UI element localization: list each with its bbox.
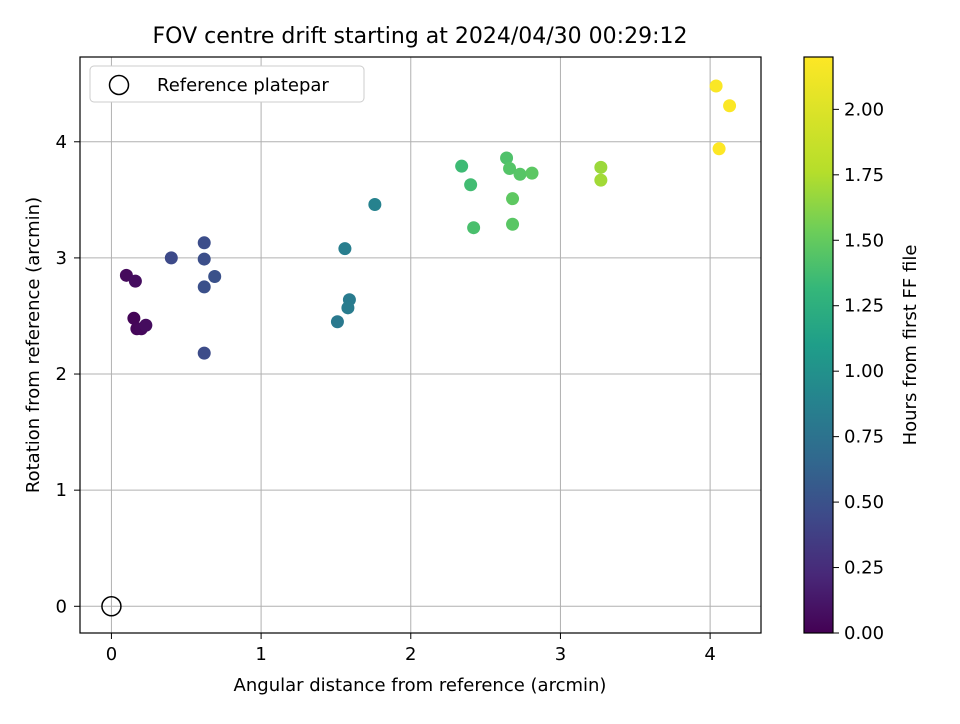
data-point [208, 269, 222, 283]
data-point [197, 280, 211, 294]
data-point [467, 221, 481, 235]
data-point [594, 173, 608, 187]
y-tick-label: 4 [56, 132, 67, 153]
colorbar-tick-label: 0.75 [844, 427, 884, 448]
colorbar-label: Hours from first FF file [900, 245, 921, 446]
y-tick-label: 2 [56, 364, 67, 385]
x-tick-label: 2 [405, 644, 416, 665]
data-point [464, 178, 478, 192]
data-point [723, 99, 737, 113]
y-axis-label: Rotation from reference (arcmin) [23, 197, 44, 493]
data-point [525, 166, 539, 180]
x-tick-label: 0 [106, 644, 117, 665]
colorbar-tick-label: 1.50 [844, 230, 884, 251]
legend: Reference platepar [89, 65, 365, 103]
grid-lines [80, 57, 761, 633]
colorbar-ticks: 0.00 0.25 0.50 0.75 1.00 1.25 1.50 1.75 2.00 [833, 99, 884, 644]
data-point [341, 301, 355, 315]
legend-label: Reference platepar [157, 75, 329, 96]
data-point [164, 251, 178, 265]
data-point [506, 192, 520, 206]
data-point [503, 161, 517, 175]
reference-marker [101, 596, 122, 617]
legend-box [89, 65, 365, 103]
data-point [506, 217, 520, 231]
data-point [338, 242, 352, 256]
data-point [712, 142, 726, 156]
x-axis-label: Angular distance from reference (arcmin) [234, 675, 607, 696]
colorbar: 0.00 0.25 0.50 0.75 1.00 1.25 1.50 1.75 2.00 Hou… [803, 56, 921, 644]
points-layer [119, 79, 737, 360]
legend-marker [108, 74, 130, 96]
x-tick-label: 3 [555, 644, 566, 665]
chart-title: FOV centre drift starting at 2024/04/30 … [153, 24, 688, 49]
colorbar-tick-label: 1.75 [844, 165, 884, 186]
data-point [197, 236, 211, 250]
data-point [139, 318, 153, 332]
data-point [455, 159, 469, 173]
x-tick-label: 4 [704, 644, 715, 665]
data-point [709, 79, 723, 93]
x-tick-label: 1 [255, 644, 266, 665]
colorbar-tick-label: 0.25 [844, 558, 884, 579]
data-point [197, 346, 211, 360]
data-point [330, 315, 344, 329]
x-ticks: 0 1 2 3 4 [106, 633, 716, 665]
colorbar-gradient [804, 57, 833, 633]
colorbar-frame [803, 56, 834, 634]
data-point [368, 197, 382, 211]
data-point [594, 160, 608, 174]
plot-frame [79, 56, 762, 634]
data-point [500, 151, 514, 165]
colorbar-tick-label: 1.00 [844, 361, 884, 382]
data-point [513, 167, 527, 181]
data-point [197, 252, 211, 266]
data-point [127, 311, 141, 325]
y-tick-label: 3 [56, 248, 67, 269]
colorbar-tick-label: 0.00 [844, 623, 884, 644]
colorbar-tick-label: 0.50 [844, 492, 884, 513]
y-ticks: 0 1 2 3 4 [56, 132, 80, 617]
colorbar-tick-label: 2.00 [844, 99, 884, 120]
y-tick-label: 0 [56, 596, 67, 617]
y-tick-label: 1 [56, 480, 67, 501]
colorbar-tick-label: 1.25 [844, 296, 884, 317]
data-point [128, 274, 142, 288]
